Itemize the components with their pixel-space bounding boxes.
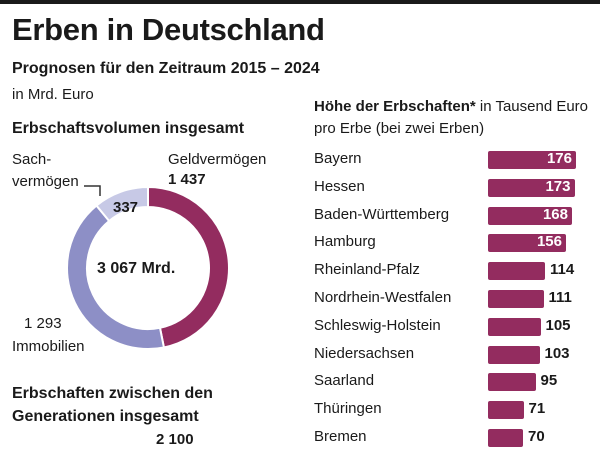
slice-label-sach-line1: Sach- [12,151,52,168]
bar-category-label: Niedersachsen [314,344,415,362]
bar-row: Niedersachsen 103 [0,341,600,369]
bar-row: Bayern 176 [0,146,600,174]
bar-category-label: Hessen [314,177,365,195]
donut-center-label: 3 067 Mrd. [97,260,176,277]
page-title: Erben in Deutschland [12,12,325,47]
bar [488,429,523,447]
bar [488,290,544,308]
donut-title: Erbschaftsvolumen insgesamt [12,120,245,137]
bar-value-label: 114 [550,261,575,279]
bar-value-label: 71 [528,400,546,418]
bar-row: Rheinland-Pfalz 114 [0,257,600,285]
bar-value-label: 156 [536,233,562,251]
bar [488,262,545,281]
bar-category-label: Baden-Württemberg [314,205,450,223]
bar [488,234,566,253]
slice-value-sach: 337 [113,199,139,216]
bar-row: Baden-Württemberg 168 [0,202,600,230]
bar-chart-title-bold: Höhe der Erbschaften* [314,98,476,115]
bar-row: Thüringen 71 [0,396,600,424]
slice-label-sach-line2: vermögen [12,173,79,190]
unit-label: in Mrd. Euro [12,86,94,103]
slice-label-immobilien: Immobilien [12,338,85,355]
bar-category-label: Saarland [314,372,375,390]
bar-category-label: Bayern [314,150,362,167]
bar-category-label: Nordrhein-Westfalen [314,289,452,306]
bar [488,373,536,392]
bar-value-label: 173 [545,177,571,195]
bar [488,345,540,364]
bar-chart-title-rest: in Tausend Euro pro Erbe (bei zwei Erben… [314,98,589,137]
donut-chart [66,185,230,350]
subtitle: Prognosen für den Zeitraum 2015 – 2024 [12,60,320,77]
bar-row: Schleswig-Holstein 105 [0,313,600,341]
bar-value-label: 111 [548,289,572,306]
bar-value-label: 176 [546,150,572,167]
slice-value-geld: 1 437 [168,171,206,188]
bar-category-label: Bremen [314,428,367,445]
bar [488,401,524,420]
bar-category-label: Schleswig-Holstein [314,316,441,334]
bar-row: Hamburg 156 [0,229,600,257]
bar-row: Hessen 173 [0,174,600,202]
donut-slice-sachvermögen [95,185,149,223]
bar-category-label: Rheinland-Pfalz [314,261,420,279]
sach-leader-line [84,185,101,196]
bar [488,178,575,197]
generations-value: 2 100 [156,431,194,448]
bar-value-label: 95 [540,372,558,390]
bar-chart-title: Höhe der Erbschaften* in Tausend Euro pr… [314,96,589,140]
bar-category-label: Thüringen [314,400,382,418]
bar-value-label: 105 [545,316,571,334]
slice-label-geld: Geldvermögen [168,151,267,168]
bar-category-label: Hamburg [314,233,376,251]
top-rule [0,0,600,4]
bar-row: Saarland 95 [0,368,600,396]
bar [488,317,541,336]
bar [488,206,572,225]
bar-row: Nordrhein-Westfalen 111 [0,285,600,313]
slice-value-immobilien: 1 293 [24,315,62,332]
bar-value-label: 103 [544,344,570,362]
bar-row: Bremen 70 [0,424,600,452]
generations-heading: Erbschaften zwischen den Generationen in… [12,385,213,425]
bar-value-label: 168 [542,205,568,223]
bar-value-label: 70 [528,428,545,445]
bar [488,151,576,169]
